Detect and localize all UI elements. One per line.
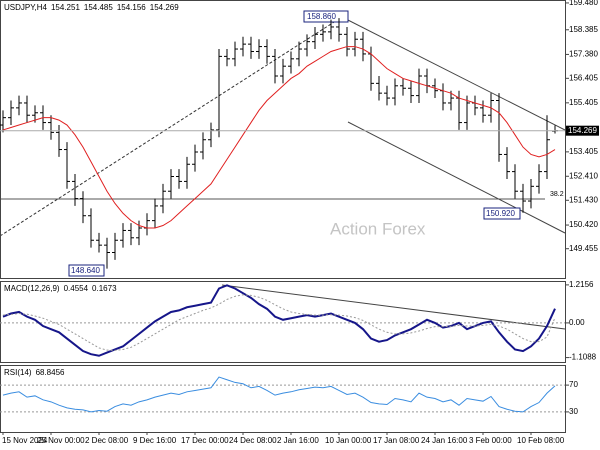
x-tick-label: 25 Nov 00:00 [37,436,85,445]
y-tick-label: 156.405 [569,73,598,82]
y-tick-label: 30 [569,407,578,416]
x-tick-label: 3 Feb 00:00 [469,436,512,445]
y-tick-label: 155.405 [569,98,598,107]
x-tick-label: 24 Dec 08:00 [229,436,277,445]
y-tick-label: 1.2156 [569,280,594,289]
annotation-box [303,10,349,23]
channel-upper [341,16,566,131]
annotation-box [483,207,521,220]
x-tick-label: 24 Jan 16:00 [421,436,468,445]
x-tick-label: 15 Nov 2024 [2,436,48,445]
header-text: 154.269 [150,3,179,12]
macd-trend-line [221,284,566,330]
header-text: 0.4554 [64,284,89,293]
header-text: 68.8456 [36,368,65,377]
annotation: 148.640 [71,266,100,275]
header-text: 0.1673 [92,284,117,293]
current-price-box [566,125,599,136]
y-tick-label: 159.480 [569,0,598,7]
y-tick-label: 158.385 [569,25,598,34]
annotation-box [68,264,105,277]
header-text: 154.485 [84,3,113,12]
line [2,376,556,413]
y-tick-label: 150.420 [569,220,598,229]
current-price-label: 154.269 [568,126,597,135]
x-tick-label: 2 Dec 08:00 [85,436,129,445]
watermark: Action Forex [330,219,426,238]
header-text: MACD(12,26,9) [4,284,60,293]
y-tick-label: 157.380 [569,50,598,59]
x-tick-label: 17 Dec 00:00 [181,436,229,445]
header-text: 154.156 [117,3,146,12]
y-tick-label: -1.1088 [569,353,597,362]
panel-frame [0,0,566,279]
y-tick-label: 151.430 [569,195,598,204]
header-text: RSI(14) [4,368,32,377]
panel-frame [0,281,566,363]
y-tick-label: 0.00 [569,318,585,327]
channel-lower [347,121,566,234]
x-tick-label: 2 Jan 16:00 [277,436,319,445]
y-tick-label: 153.405 [569,147,598,156]
y-tick-label: 149.455 [569,244,598,253]
panel-frame [0,365,566,433]
x-tick-label: 10 Jan 00:00 [325,436,372,445]
annotation: 150.920 [486,209,515,218]
annotation: 158.860 [307,12,336,21]
x-tick-label: 9 Dec 16:00 [133,436,177,445]
x-tick-label: 17 Jan 08:00 [373,436,420,445]
header-text: 154.251 [51,3,80,12]
line [2,294,556,351]
header-text: USDJPY,H4 [4,3,48,12]
x-tick-label: 10 Feb 08:00 [517,436,565,445]
annotation: 38.2 [550,191,564,198]
y-tick-label: 70 [569,380,578,389]
y-tick-label: 152.410 [569,171,598,180]
line [2,46,556,229]
